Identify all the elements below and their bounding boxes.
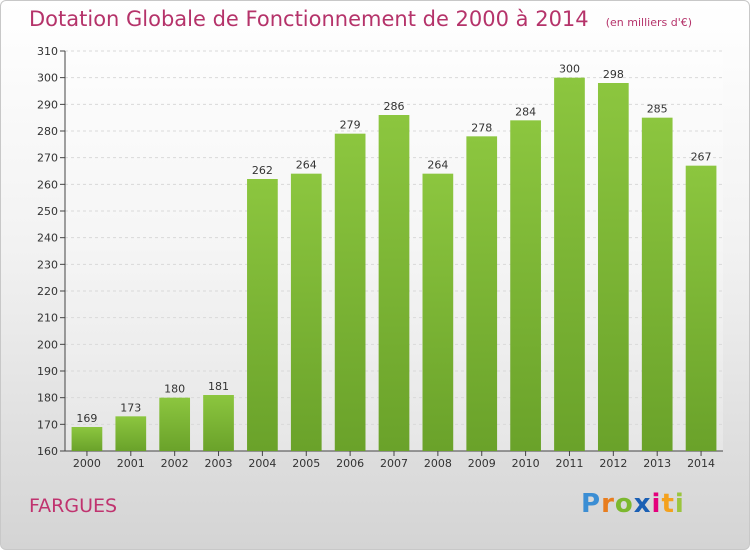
bar	[290, 173, 322, 451]
y-tick-label: 160	[37, 445, 58, 458]
y-tick-label: 280	[37, 125, 58, 138]
bar	[422, 173, 454, 451]
x-tick-label: 2005	[292, 457, 320, 470]
logo-letter: o	[614, 489, 634, 519]
y-tick-label: 310	[37, 45, 58, 58]
x-tick-label: 2004	[248, 457, 276, 470]
logo-letter: x	[633, 489, 652, 519]
bar	[685, 165, 717, 451]
y-tick-label: 210	[37, 312, 58, 325]
bar-value-label: 284	[515, 105, 536, 118]
bar	[334, 133, 366, 451]
bar	[115, 416, 147, 451]
y-tick-label: 180	[37, 392, 58, 405]
x-tick-label: 2003	[205, 457, 233, 470]
chart-title-block: Dotation Globale de Fonctionnement de 20…	[29, 7, 692, 31]
y-tick-label: 250	[37, 205, 58, 218]
y-tick-label: 220	[37, 285, 58, 298]
bar-value-label: 173	[120, 401, 141, 414]
bar	[247, 179, 278, 451]
bar-value-label: 279	[340, 119, 361, 132]
bar-value-label: 169	[76, 412, 97, 425]
bar-value-label: 264	[296, 159, 317, 172]
x-tick-label: 2011	[555, 457, 583, 470]
logo-letter: t	[661, 489, 675, 519]
x-tick-label: 2002	[161, 457, 189, 470]
bar-value-label: 262	[252, 164, 273, 177]
x-tick-label: 2010	[512, 457, 540, 470]
x-tick-label: 2006	[336, 457, 364, 470]
bar	[203, 395, 234, 451]
bar-value-label: 300	[559, 63, 580, 76]
x-tick-label: 2013	[643, 457, 671, 470]
bar-value-label: 180	[164, 383, 185, 396]
bar-value-label: 278	[471, 121, 492, 134]
y-tick-label: 300	[37, 72, 58, 85]
bar-value-label: 267	[691, 151, 712, 164]
y-tick-label: 170	[37, 418, 58, 431]
x-tick-label: 2014	[687, 457, 715, 470]
proxiti-logo: Proxiti	[581, 489, 685, 519]
x-tick-label: 2012	[599, 457, 627, 470]
y-tick-label: 290	[37, 98, 58, 111]
logo-letter: r	[601, 489, 615, 519]
y-tick-label: 200	[37, 338, 58, 351]
bar-value-label: 285	[647, 103, 668, 116]
y-tick-label: 270	[37, 152, 58, 165]
y-tick-label: 240	[37, 232, 58, 245]
bar	[159, 397, 191, 451]
logo-letter: i	[651, 489, 662, 519]
bar-value-label: 286	[384, 100, 405, 113]
bar	[466, 136, 498, 452]
bar-value-label: 181	[208, 380, 229, 393]
x-tick-label: 2008	[424, 457, 452, 470]
y-tick-label: 260	[37, 178, 58, 191]
x-tick-label: 2001	[117, 457, 145, 470]
bar	[378, 115, 410, 451]
bar	[510, 120, 541, 451]
bar	[71, 427, 103, 451]
logo-letter: i	[674, 489, 685, 519]
bar	[641, 117, 673, 452]
x-tick-label: 2009	[468, 457, 496, 470]
y-tick-label: 190	[37, 365, 58, 378]
x-tick-label: 2000	[73, 457, 101, 470]
chart-subtitle: (en milliers d'€)	[605, 16, 693, 29]
chart-title: Dotation Globale de Fonctionnement de 20…	[29, 7, 589, 31]
bar	[597, 83, 629, 451]
logo-letter: P	[581, 489, 602, 519]
place-name: FARGUES	[29, 495, 118, 517]
y-tick-label: 230	[37, 258, 58, 271]
bar	[554, 77, 585, 452]
bar-value-label: 298	[603, 68, 624, 81]
bar-value-label: 264	[427, 159, 448, 172]
x-tick-label: 2007	[380, 457, 408, 470]
